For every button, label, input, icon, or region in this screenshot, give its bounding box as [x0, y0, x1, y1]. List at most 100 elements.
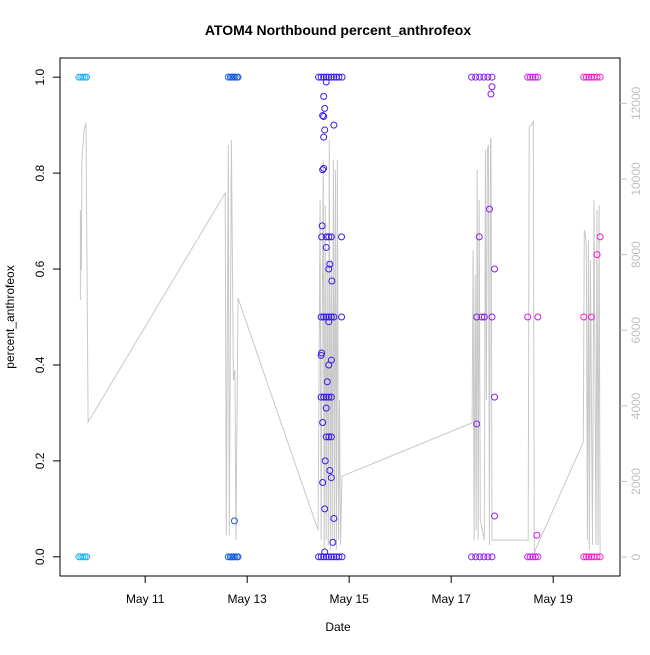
plot-frame: [59, 57, 621, 577]
data-point: [524, 313, 532, 321]
data-point: [488, 83, 496, 91]
data-point: [484, 553, 492, 561]
data-point: [480, 553, 488, 561]
data-point: [320, 313, 328, 321]
data-point: [319, 478, 327, 486]
data-point: [472, 73, 480, 81]
data-point: [319, 166, 327, 174]
data-point: [321, 548, 329, 556]
data-point: [319, 419, 327, 427]
data-point: [224, 73, 232, 81]
data-point: [335, 73, 343, 81]
data-point: [320, 113, 328, 121]
data-point: [596, 553, 604, 561]
data-point: [491, 265, 499, 273]
data-point: [480, 73, 488, 81]
data-point: [327, 474, 335, 482]
data-point: [83, 553, 91, 561]
data-point: [487, 90, 495, 98]
x-tick-label: May 15: [330, 592, 370, 606]
y2-tick-label: 6000: [629, 317, 643, 344]
data-point: [533, 531, 541, 539]
data-point: [596, 233, 604, 241]
data-point: [596, 73, 604, 81]
data-point: [529, 553, 537, 561]
data-point: [593, 553, 601, 561]
data-point: [321, 505, 329, 513]
data-point: [531, 73, 539, 81]
y-tick-label: 0.4: [33, 356, 47, 373]
data-point: [327, 73, 335, 81]
data-point: [327, 553, 335, 561]
data-point: [325, 553, 333, 561]
data-point: [315, 553, 323, 561]
data-point: [526, 553, 534, 561]
data-point: [484, 73, 492, 81]
data-point: [473, 313, 481, 321]
data-point: [491, 393, 499, 401]
data-point: [524, 553, 532, 561]
data-point: [320, 164, 328, 172]
data-point: [325, 361, 333, 369]
data-point: [319, 112, 327, 120]
data-point: [468, 553, 476, 561]
data-point: [322, 404, 330, 412]
data-point: [325, 433, 333, 441]
data-point: [476, 73, 484, 81]
data-point: [234, 73, 242, 81]
data-point: [338, 73, 346, 81]
data-point: [325, 233, 333, 241]
data-point: [325, 313, 333, 321]
x-tick-label: May 13: [227, 592, 267, 606]
data-point: [322, 433, 330, 441]
data-point: [335, 553, 343, 561]
y-axis-label: percent_anthrofeox: [3, 265, 17, 368]
data-line: [79, 120, 601, 556]
data-point: [476, 553, 484, 561]
data-point: [330, 514, 338, 522]
data-point: [473, 420, 481, 428]
data-point: [317, 313, 325, 321]
data-point: [322, 78, 330, 86]
data-point: [593, 251, 601, 259]
data-point: [488, 73, 496, 81]
y2-tick-label: 4000: [629, 392, 643, 419]
data-point: [317, 553, 325, 561]
data-point: [330, 121, 338, 129]
data-point: [321, 126, 329, 134]
data-point: [488, 313, 496, 321]
x-axis-label: Date: [325, 620, 351, 634]
data-point: [323, 378, 331, 386]
data-point: [580, 73, 588, 81]
x-tick-label: May 17: [432, 592, 472, 606]
data-point: [318, 233, 326, 241]
data-point: [485, 205, 493, 213]
data-point: [322, 73, 330, 81]
data-point: [338, 313, 346, 321]
data-point: [338, 233, 346, 241]
data-point: [322, 553, 330, 561]
y-tick-label: 0.2: [33, 452, 47, 469]
data-point: [488, 553, 496, 561]
data-point: [534, 73, 542, 81]
data-point: [320, 393, 328, 401]
y2-tick-label: 12000: [629, 86, 643, 120]
data-point: [231, 553, 239, 561]
data-point: [526, 73, 534, 81]
data-point: [327, 433, 335, 441]
data-point: [534, 553, 542, 561]
chart-title: ATOM4 Northbound percent_anthrofeox: [205, 22, 471, 38]
data-point: [322, 393, 330, 401]
data-point: [322, 233, 330, 241]
data-point: [338, 553, 346, 561]
data-point: [317, 393, 325, 401]
y2-tick-label: 8000: [629, 241, 643, 268]
data-point: [585, 73, 593, 81]
y2-tick-label: 0: [629, 553, 643, 560]
y-tick-label: 0.6: [33, 260, 47, 277]
data-point: [491, 512, 499, 520]
data-point: [330, 73, 338, 81]
data-point: [322, 243, 330, 251]
